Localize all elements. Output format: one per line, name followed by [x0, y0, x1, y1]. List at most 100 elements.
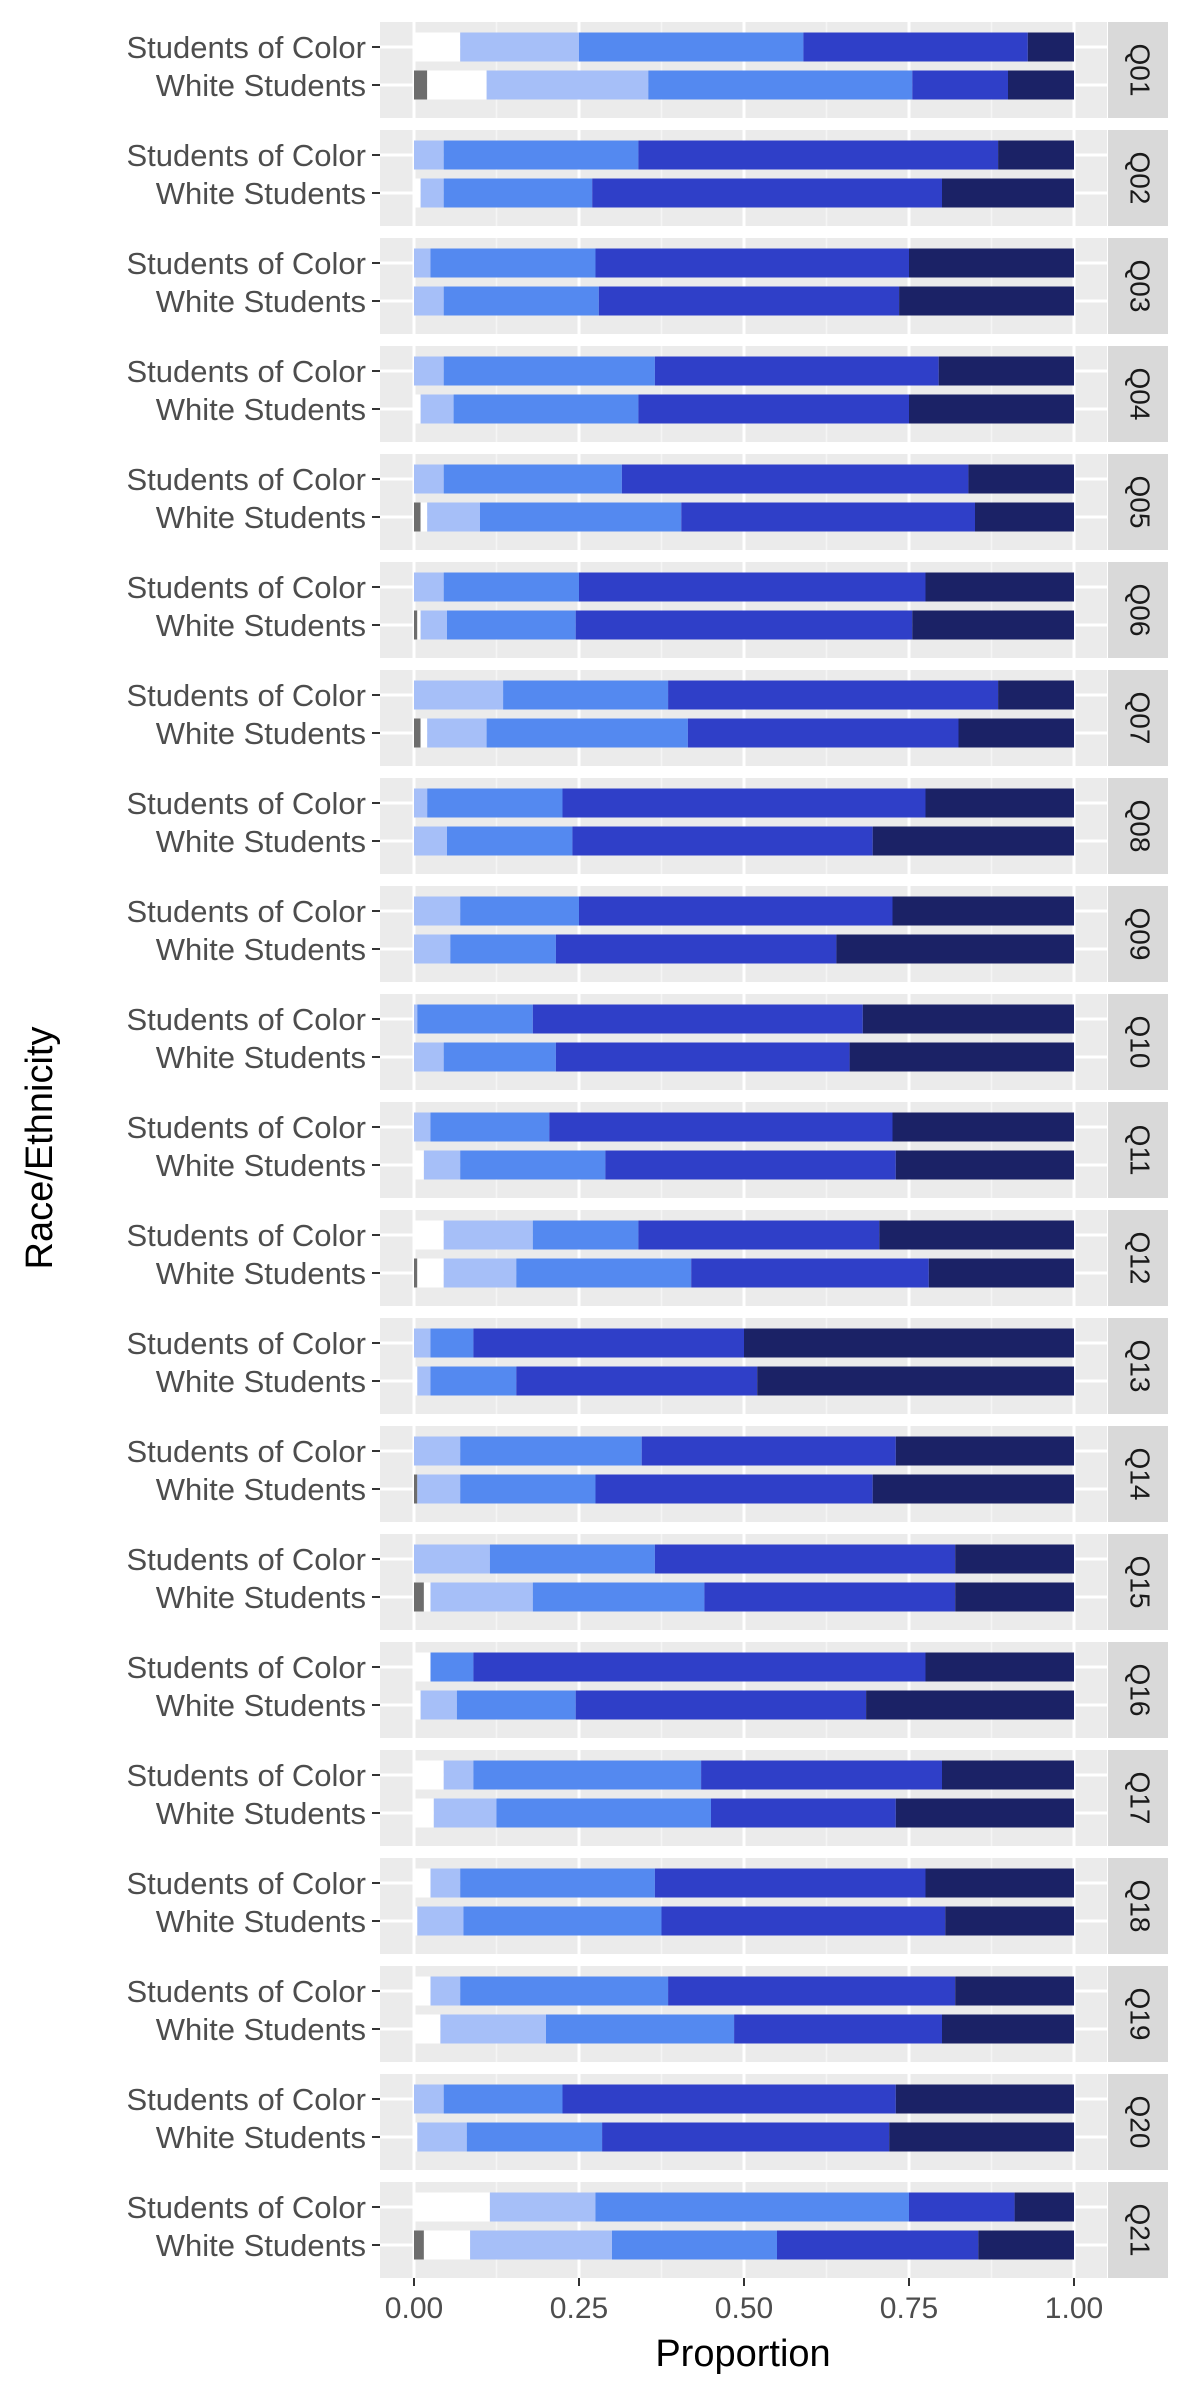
bar-segment-q08-white-4: [447, 826, 573, 856]
bar-segment-q02-soc-6: [998, 140, 1074, 170]
bar-segment-q02-white-5: [592, 178, 942, 208]
facet-strip: [1108, 2182, 1168, 2278]
bar-segment-q09-white-3: [414, 934, 451, 964]
bar-segment-q01-soc-5: [803, 32, 1028, 62]
bar-segment-q16-soc-2: [414, 1652, 431, 1682]
y-tick-label: Students of Color: [126, 30, 366, 65]
bar-segment-q14-soc-6: [895, 1436, 1074, 1466]
y-tick-label: White Students: [156, 392, 366, 427]
facet-strip: [1108, 562, 1168, 658]
bar-segment-q18-white-2: [414, 1906, 418, 1936]
bar-segment-q07-white-2: [420, 718, 428, 748]
facet-strip-label: Q17: [1125, 1772, 1156, 1825]
bar-segment-q15-white-6: [955, 1582, 1074, 1612]
y-tick-label: White Students: [156, 176, 366, 211]
facet-strip: [1108, 1642, 1168, 1738]
bar-segment-q04-soc-6: [938, 356, 1074, 386]
bar-segment-q06-white-3: [420, 610, 447, 640]
bar-segment-q01-soc-4: [579, 32, 804, 62]
bar-segment-q10-white-3: [414, 1042, 444, 1072]
facet-strip-label: Q20: [1125, 2096, 1156, 2149]
y-tick-label: Students of Color: [126, 2190, 366, 2225]
bar-segment-q08-white-6: [872, 826, 1074, 856]
y-tick-label: White Students: [156, 68, 366, 103]
bar-segment-q15-white-2: [423, 1582, 431, 1612]
facet-strip-label: Q11: [1125, 1125, 1156, 1176]
facet-strip: [1108, 454, 1168, 550]
bar-segment-q20-soc-3: [414, 2084, 444, 2114]
bar-segment-q20-white-3: [417, 2122, 467, 2152]
bar-segment-q11-white-2: [414, 1150, 424, 1180]
bar-segment-q05-soc-5: [621, 464, 969, 494]
facet-strip-label: Q01: [1125, 44, 1156, 97]
bar-segment-q10-soc-3: [414, 1004, 418, 1034]
bar-segment-q04-soc-4: [443, 356, 655, 386]
bar-segment-q12-white-6: [928, 1258, 1074, 1288]
bar-segment-q03-white-5: [598, 286, 900, 316]
bar-segment-q01-white-4: [648, 70, 913, 100]
bar-segment-q04-white-4: [453, 394, 639, 424]
y-tick-label: Students of Color: [126, 2082, 366, 2117]
y-tick-label: White Students: [156, 1904, 366, 1939]
bar-segment-q17-soc-4: [473, 1760, 702, 1790]
bar-segment-q20-white-6: [889, 2122, 1074, 2152]
x-tick-label: 0.00: [385, 2292, 443, 2325]
facet-strip: [1108, 1534, 1168, 1630]
bar-segment-q07-soc-6: [998, 680, 1074, 710]
bar-segment-q04-soc-5: [654, 356, 939, 386]
bar-segment-q21-white-2: [423, 2230, 471, 2260]
facet-strip: [1108, 238, 1168, 334]
x-tick-label: 0.25: [550, 2292, 608, 2325]
bar-segment-q17-white-5: [711, 1798, 896, 1828]
facet-strip-label: Q21: [1125, 2204, 1156, 2257]
bar-segment-q03-soc-3: [414, 248, 431, 278]
bar-segment-q21-white-6: [978, 2230, 1074, 2260]
bar-segment-q11-soc-4: [430, 1112, 550, 1142]
bar-segment-q06-white-1: [414, 610, 418, 640]
bar-segment-q16-soc-6: [925, 1652, 1074, 1682]
facet-strip-label: Q19: [1125, 1988, 1156, 2041]
bar-segment-q11-soc-6: [892, 1112, 1074, 1142]
bar-segment-q21-white-3: [470, 2230, 612, 2260]
bar-segment-q03-white-6: [899, 286, 1074, 316]
bar-segment-q08-white-3: [414, 826, 447, 856]
facet-strip-label: Q03: [1125, 260, 1156, 313]
bar-segment-q10-soc-6: [862, 1004, 1074, 1034]
bar-segment-q09-soc-4: [460, 896, 579, 926]
y-tick-label: White Students: [156, 1472, 366, 1507]
bar-segment-q11-soc-5: [549, 1112, 893, 1142]
facet-strip-label: Q18: [1125, 1880, 1156, 1933]
bar-segment-q12-soc-4: [532, 1220, 639, 1250]
bar-segment-q15-white-3: [430, 1582, 533, 1612]
bar-segment-q01-white-5: [912, 70, 1008, 100]
bar-segment-q05-soc-4: [443, 464, 622, 494]
bar-segment-q03-white-4: [443, 286, 599, 316]
bar-segment-q11-white-4: [460, 1150, 606, 1180]
x-tick-label: 0.75: [880, 2292, 938, 2325]
y-tick-label: White Students: [156, 500, 366, 535]
y-tick-label: Students of Color: [126, 246, 366, 281]
x-axis: 0.00 0.25 0.50 0.75 1.00: [385, 2278, 1103, 2325]
bar-segment-q15-soc-6: [955, 1544, 1074, 1574]
bar-segment-q13-white-4: [430, 1366, 517, 1396]
facet-strip-label: Q09: [1125, 908, 1156, 961]
y-tick-label: Students of Color: [126, 1542, 366, 1577]
x-axis-title: Proportion: [655, 2333, 830, 2375]
bar-segment-q09-soc-3: [414, 896, 461, 926]
facet-strip-label: Q04: [1125, 368, 1156, 421]
facet-strip-label: Q16: [1125, 1664, 1156, 1717]
bar-segment-q01-soc-2: [414, 32, 461, 62]
y-tick-label: Students of Color: [126, 1866, 366, 1901]
facet-strip: [1108, 994, 1168, 1090]
y-tick-label: Students of Color: [126, 1326, 366, 1361]
y-tick-label: Students of Color: [126, 138, 366, 173]
